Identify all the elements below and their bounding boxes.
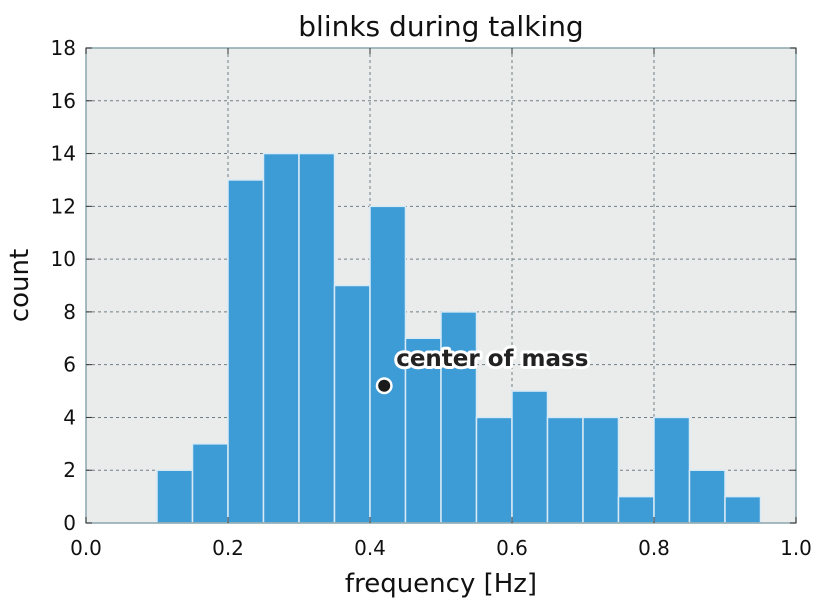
histogram-bar (298, 152, 336, 524)
y-tick-label: 2 (63, 458, 76, 482)
histogram-bar (511, 390, 549, 524)
histogram-bar (333, 284, 371, 524)
center-of-mass-label: center of mass (396, 346, 588, 372)
y-tick-label: 16 (51, 89, 76, 113)
histogram-bar (440, 311, 478, 524)
histogram-bar (724, 495, 762, 524)
y-tick-label: 12 (51, 194, 76, 218)
histogram-bar (227, 179, 265, 524)
y-tick-label: 14 (51, 142, 76, 166)
histogram-bar (475, 416, 513, 524)
x-axis-label: frequency [Hz] (345, 569, 537, 599)
chart-title: blinks during talking (298, 10, 583, 43)
y-tick-label: 6 (63, 353, 76, 377)
y-tick-label: 8 (63, 300, 76, 324)
annotation: center of mass (375, 343, 591, 395)
histogram-bar (156, 469, 194, 524)
ticks: 0.0 0.2 0.4 0.6 0.8 1.0 0 2 4 6 8 10 12 14 16 18 (51, 36, 812, 560)
histogram-bar (262, 152, 300, 524)
histogram-bar (191, 443, 229, 524)
x-tick-label: 0.2 (212, 536, 244, 560)
x-tick-label: 0.4 (354, 536, 386, 560)
bars (156, 152, 762, 524)
center-of-mass-marker (375, 377, 393, 395)
y-tick-label: 0 (63, 511, 76, 535)
histogram-bar (617, 495, 655, 524)
y-tick-label: 4 (63, 405, 76, 429)
x-tick-label: 0.6 (496, 536, 528, 560)
y-tick-label: 10 (51, 247, 76, 271)
y-axis-label: count (5, 249, 35, 322)
x-tick-label: 1.0 (780, 536, 812, 560)
histogram-bar (546, 416, 584, 524)
histogram-bar (688, 469, 726, 524)
x-tick-label: 0.8 (638, 536, 670, 560)
y-tick-label: 18 (51, 36, 76, 60)
histogram-bar (582, 416, 620, 524)
histogram-bar (653, 416, 691, 524)
plot-frame (85, 47, 797, 524)
x-tick-label: 0.0 (70, 536, 102, 560)
